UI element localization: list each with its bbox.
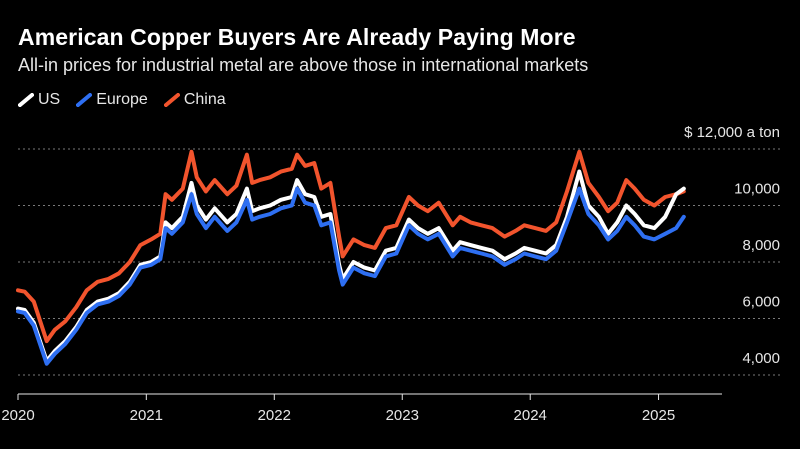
x-tick-label: 2020	[1, 407, 34, 424]
x-tick-label: 2024	[514, 407, 547, 424]
y-tick-label: 8,000	[742, 237, 780, 254]
chart-legend: US Europe China	[18, 91, 226, 109]
series-line-china	[16, 149, 686, 344]
x-tick-label: 2023	[386, 407, 419, 424]
legend-label-europe: Europe	[96, 91, 148, 108]
legend-item-europe: Europe	[76, 91, 148, 109]
y-tick-label: 4,000	[742, 350, 780, 367]
legend-item-china: China	[163, 91, 226, 109]
legend-label-us: US	[38, 91, 61, 108]
chart-title: American Copper Buyers Are Already Payin…	[18, 24, 576, 50]
y-tick-label: 6,000	[742, 294, 780, 311]
legend-swatch-us	[18, 93, 34, 107]
legend-label-china: China	[183, 91, 226, 108]
x-tick-label: 2021	[130, 407, 163, 424]
x-tick-label: 2022	[258, 407, 291, 424]
legend-item-us: US	[18, 91, 60, 109]
legend-swatch-china	[163, 93, 180, 107]
y-tick-label: 10,000	[734, 181, 780, 198]
chart-subtitle: All-in prices for industrial metal are a…	[18, 55, 589, 75]
series-line-europe	[16, 186, 686, 366]
legend-swatch-europe	[76, 93, 93, 107]
y-unit-label: $ 12,000 a ton	[684, 124, 780, 141]
x-tick-label: 2025	[642, 407, 675, 424]
